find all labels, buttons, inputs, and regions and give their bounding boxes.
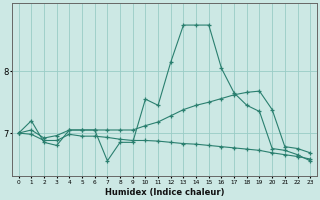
- X-axis label: Humidex (Indice chaleur): Humidex (Indice chaleur): [105, 188, 224, 197]
